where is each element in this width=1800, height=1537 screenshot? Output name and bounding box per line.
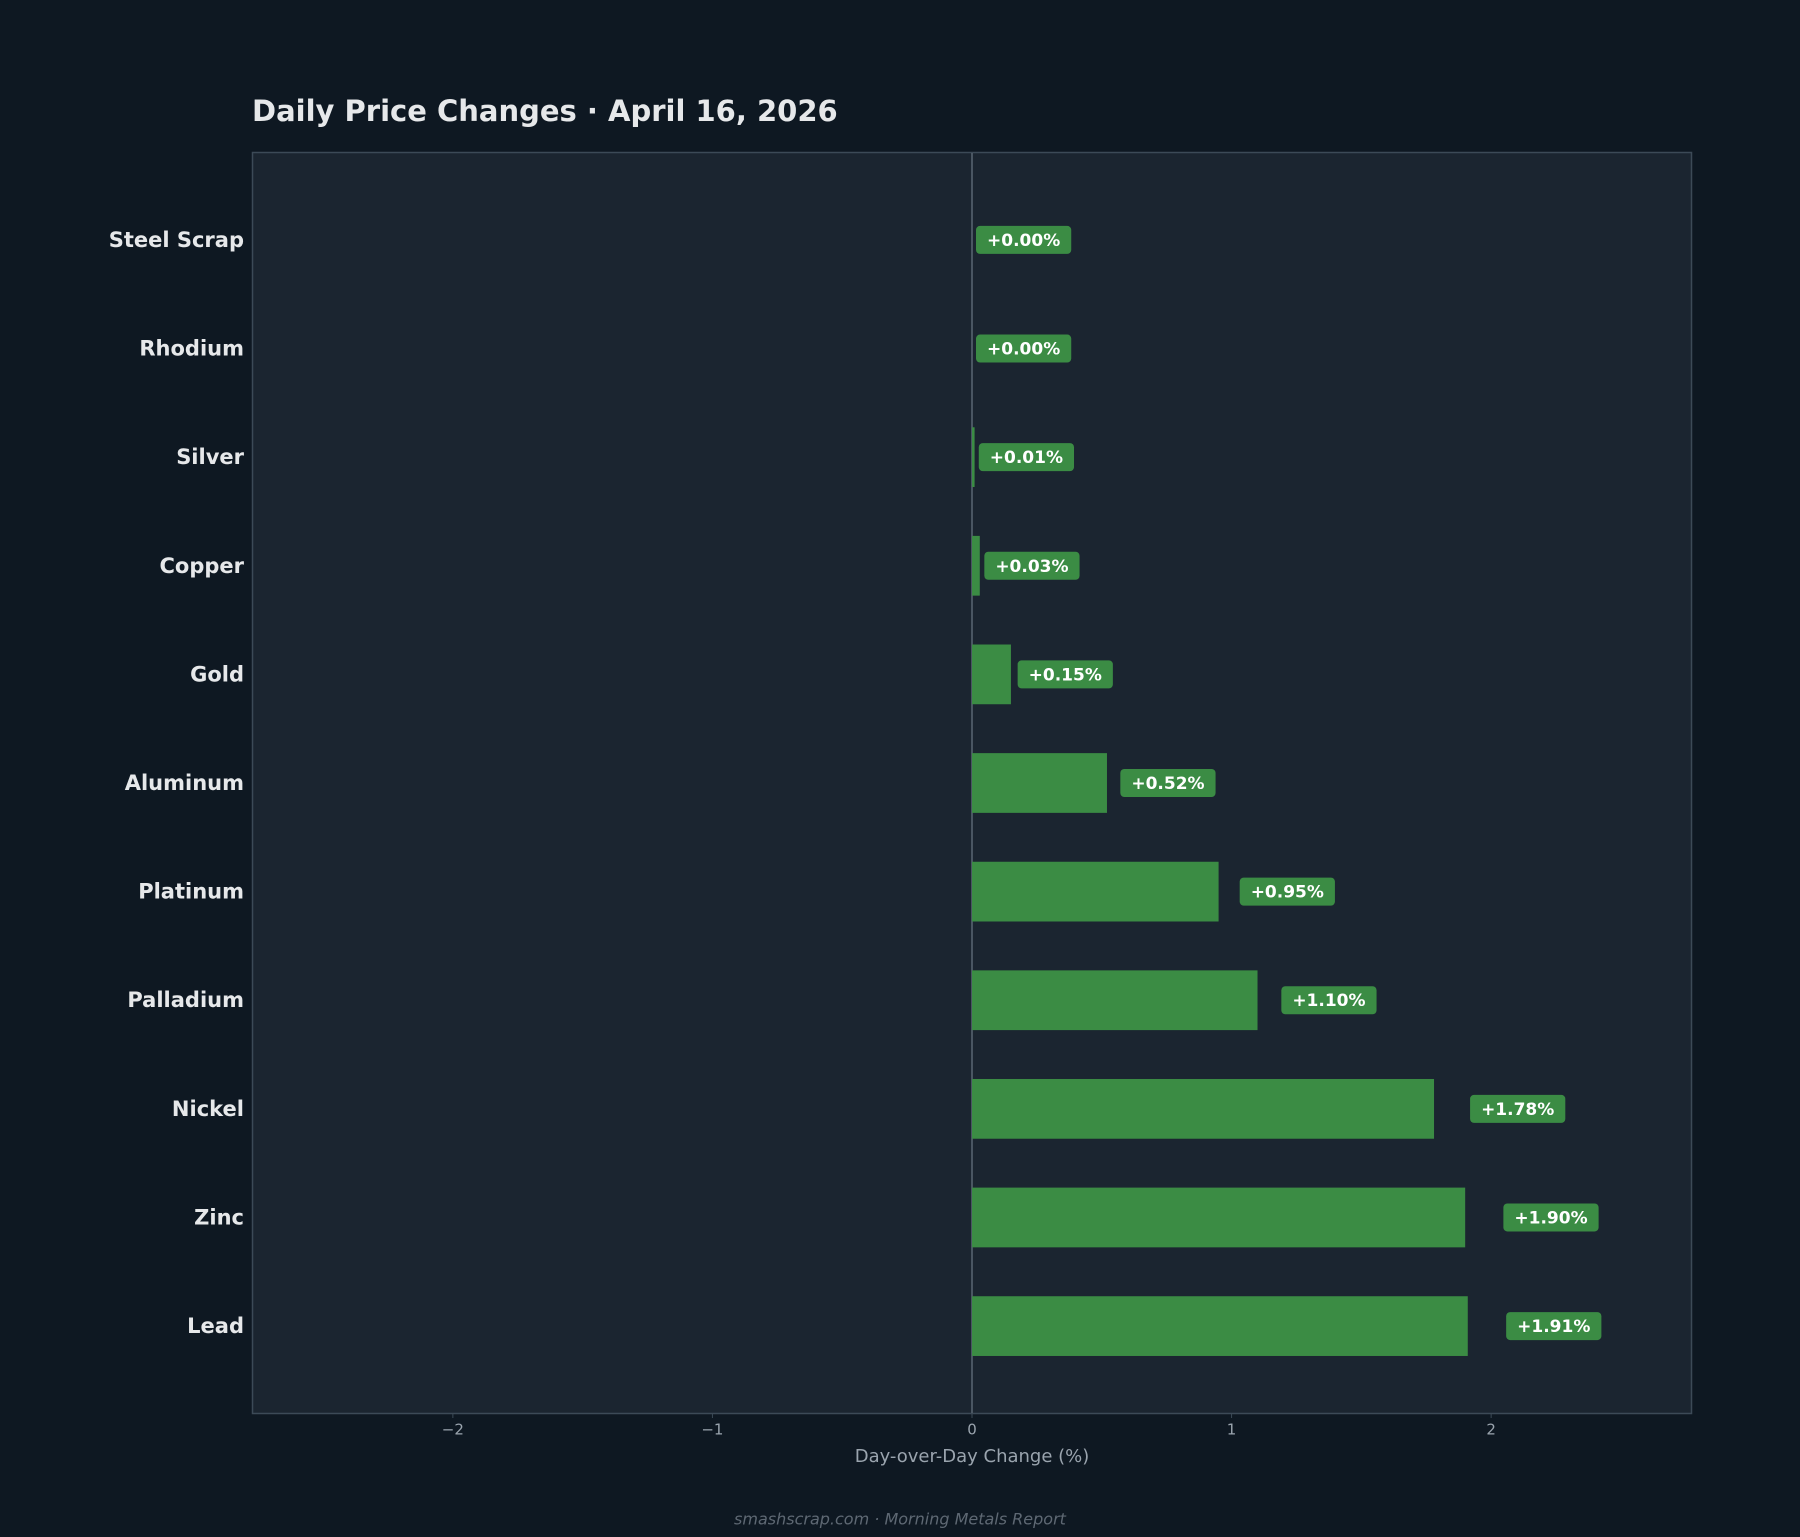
x-axis-label: Day-over-Day Change (%) (855, 1446, 1090, 1467)
x-tick-label: 2 (1486, 1421, 1496, 1439)
y-tick-label: Lead (187, 1314, 244, 1338)
bar (972, 427, 975, 488)
value-label-badge (1239, 877, 1335, 906)
bar (972, 535, 980, 596)
value-label: +0.00% (987, 231, 1060, 251)
value-label-badge (976, 225, 1072, 254)
bar (972, 1187, 1466, 1248)
y-tick-label: Platinum (138, 880, 244, 904)
value-label: +0.52% (1131, 774, 1204, 794)
y-tick-label: Zinc (194, 1205, 244, 1229)
bar (972, 970, 1258, 1031)
value-label: +1.91% (1517, 1317, 1590, 1337)
value-label: +0.03% (995, 557, 1068, 577)
y-tick-label: Palladium (127, 988, 244, 1012)
bar (972, 753, 1107, 813)
value-label-badge (1120, 769, 1216, 797)
x-tick-label: −1 (701, 1421, 723, 1439)
y-tick-label: Nickel (172, 1097, 244, 1121)
bar (972, 861, 1219, 922)
value-label-badge (984, 551, 1080, 580)
value-label-badge (1281, 986, 1377, 1015)
x-tick-label: 0 (967, 1421, 977, 1439)
chart-title: Daily Price Changes · April 16, 2026 (252, 94, 838, 128)
value-label-badge (976, 334, 1072, 363)
value-label: +1.10% (1292, 991, 1365, 1011)
value-label-badge (1503, 1203, 1599, 1232)
value-label: +0.95% (1251, 883, 1324, 903)
bar (972, 1078, 1435, 1139)
value-label: +0.01% (990, 448, 1063, 468)
value-label: +0.15% (1029, 665, 1102, 685)
y-tick-label: Gold (190, 662, 244, 686)
value-label: +1.78% (1481, 1100, 1554, 1120)
y-tick-label: Aluminum (125, 771, 244, 795)
value-label-badge (978, 443, 1075, 472)
bar (972, 1296, 1468, 1356)
y-tick-label: Rhodium (139, 337, 244, 361)
bar (972, 644, 1011, 705)
y-tick-label: Copper (159, 554, 244, 578)
footer: smashscrap.com · Morning Metals Report (734, 1510, 1067, 1529)
value-label: +1.90% (1514, 1208, 1587, 1228)
value-label-badge (1017, 660, 1113, 689)
value-label-badge (1506, 1312, 1602, 1341)
y-tick-label: Silver (176, 445, 244, 469)
value-label-badge (1470, 1094, 1566, 1123)
x-tick-label: −2 (442, 1421, 464, 1439)
y-tick-label: Steel Scrap (109, 228, 244, 252)
x-tick-label: 1 (1227, 1421, 1237, 1439)
value-label: +0.00% (987, 340, 1060, 360)
